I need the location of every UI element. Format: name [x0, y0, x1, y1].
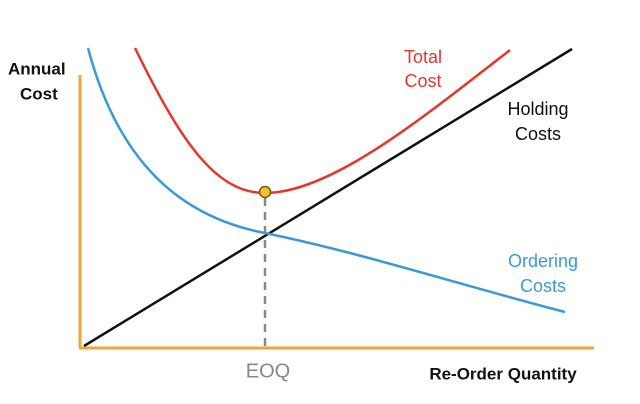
- y-axis-label: Cost: [20, 84, 58, 103]
- holding-cost-label: Holding: [507, 99, 568, 119]
- ordering-cost-label: Ordering: [508, 251, 578, 271]
- y-axis-label: Annual: [8, 59, 66, 78]
- total-cost-label: Total: [404, 47, 442, 67]
- total-cost-label: Cost: [404, 71, 441, 91]
- ordering-cost-curve: [86, 47, 566, 314]
- x-axis-label: Re-Order Quantity: [429, 364, 577, 383]
- eoq-label: EOQ: [246, 360, 290, 382]
- holding-cost-line: [83, 47, 573, 348]
- holding-cost-label: Costs: [515, 124, 561, 144]
- eoq-point: [258, 185, 272, 199]
- ordering-cost-label: Costs: [520, 276, 566, 296]
